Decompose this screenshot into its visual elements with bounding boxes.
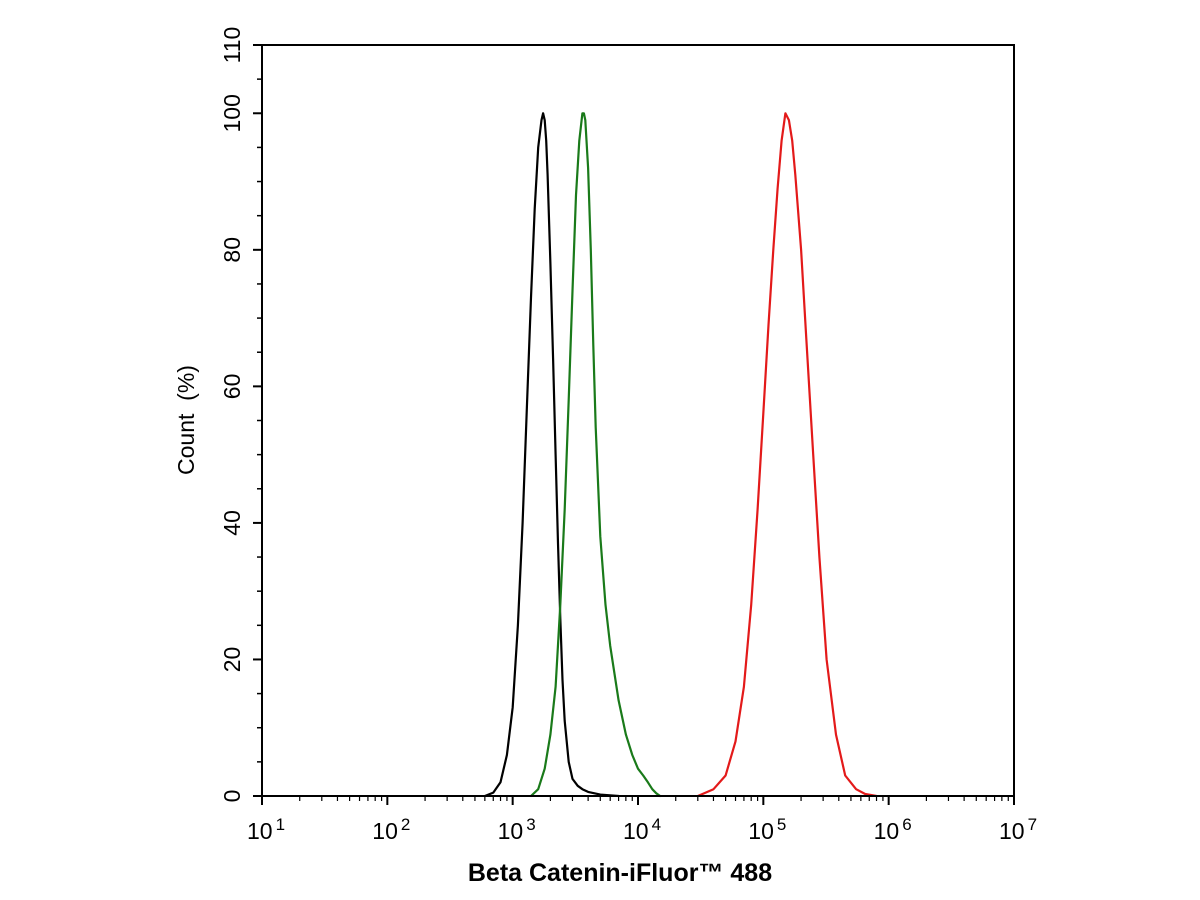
x-tick-exponent: 2 [401,815,410,834]
x-axis: 10 1 10 2 10 3 10 4 10 5 10 6 10 7 [247,796,1037,844]
x-tick-label: 10 2 [372,815,410,844]
series-line-1 [483,112,620,798]
x-tick-exponent: 7 [1028,815,1037,834]
series-line-2 [529,112,662,798]
x-tick-base: 10 [623,818,649,844]
x-tick-exponent: 1 [276,815,285,834]
x-tick-base: 10 [748,818,774,844]
x-tick-base: 10 [874,818,900,844]
y-tick-label: 80 [219,237,245,263]
x-tick-exponent: 6 [902,815,911,834]
x-tick-exponent: 4 [652,815,661,834]
x-tick-label: 10 7 [999,815,1037,844]
y-tick-label: 110 [219,27,245,64]
y-tick-label: 0 [219,790,245,803]
y-tick-label: 100 [219,94,245,132]
x-tick-exponent: 3 [526,815,535,834]
x-tick-label: 10 5 [748,815,786,844]
x-tick-label: 10 1 [247,815,285,844]
y-tick-label: 40 [219,510,245,536]
x-tick-base: 10 [498,818,524,844]
x-axis-title: Beta Catenin-iFluor™ 488 [468,859,772,887]
y-tick-label: 60 [219,374,245,400]
series-line-3 [696,112,878,798]
x-tick-base: 10 [999,818,1025,844]
y-axis: 0 20 40 60 80 100 110 [219,27,262,803]
series-layer [483,112,878,798]
x-tick-label: 10 6 [874,815,912,844]
x-tick-base: 10 [247,818,273,844]
y-axis-title: Count (%) [173,365,199,475]
x-tick-label: 10 4 [623,815,661,844]
x-tick-exponent: 5 [777,815,786,834]
y-tick-label: 20 [219,647,245,673]
x-tick-base: 10 [372,818,398,844]
x-tick-label: 10 3 [498,815,536,844]
